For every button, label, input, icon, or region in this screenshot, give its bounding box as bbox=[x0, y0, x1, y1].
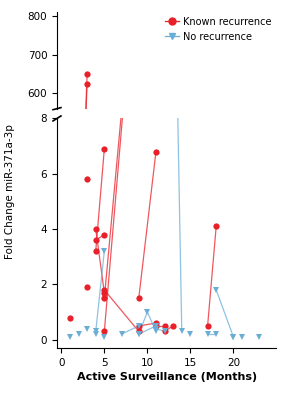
X-axis label: Active Surveillance (Months): Active Surveillance (Months) bbox=[77, 372, 257, 382]
Text: Fold Change miR-371a-3p: Fold Change miR-371a-3p bbox=[5, 124, 15, 260]
Legend: Known recurrence, No recurrence: Known recurrence, No recurrence bbox=[165, 17, 272, 42]
